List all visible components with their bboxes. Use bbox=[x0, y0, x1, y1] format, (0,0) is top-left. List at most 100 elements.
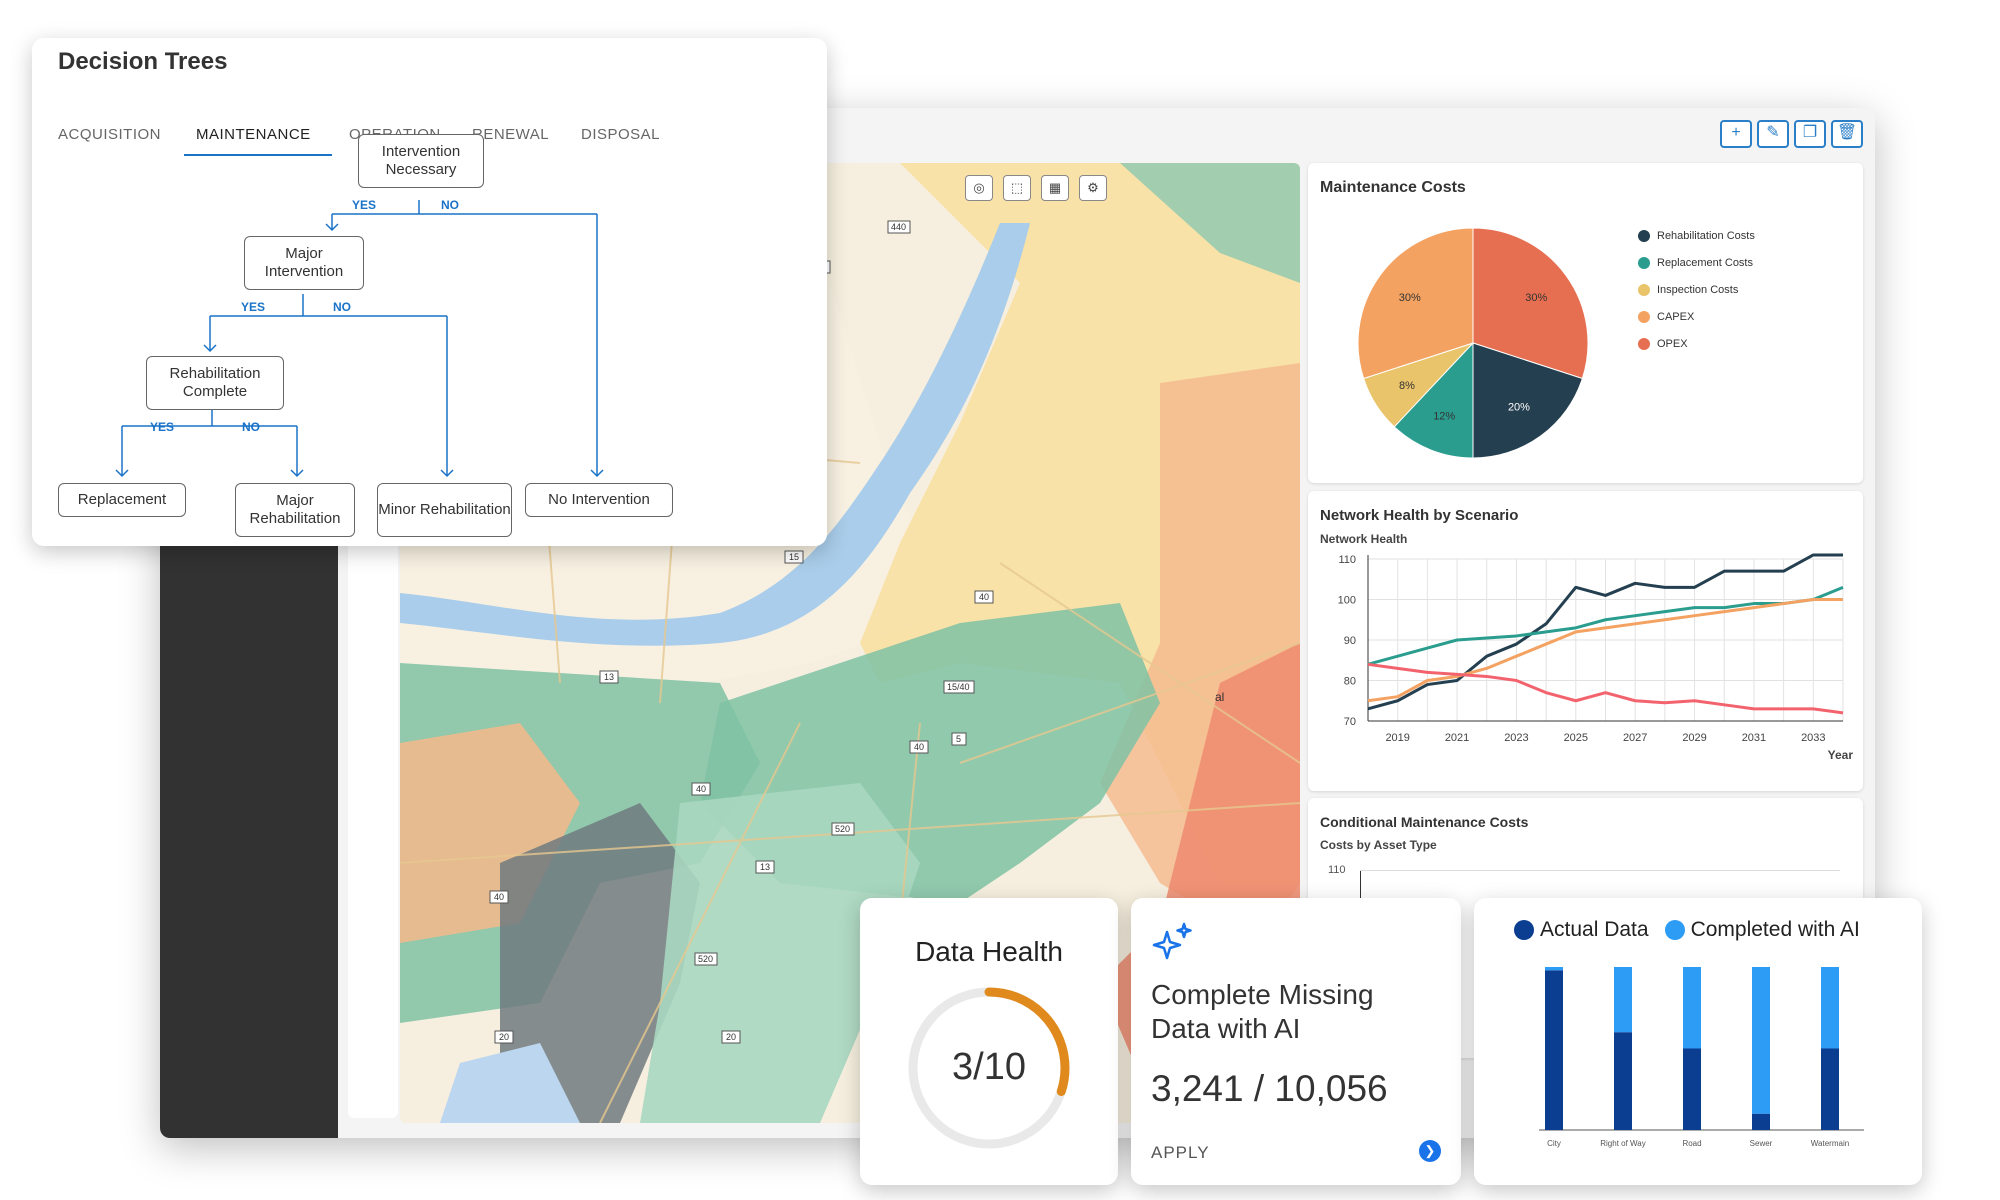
no-label: NO bbox=[333, 300, 351, 314]
yes-label: YES bbox=[150, 420, 175, 434]
y-tick-label: 100 bbox=[1338, 595, 1356, 607]
series-line[interactable] bbox=[1367, 598, 1843, 703]
legend-item[interactable]: OPEX bbox=[1638, 338, 1755, 350]
bar-segment[interactable] bbox=[1752, 967, 1770, 1114]
legend-item[interactable]: CAPEX bbox=[1638, 311, 1755, 323]
pie-legend: Rehabilitation Costs Replacement Costs Ins… bbox=[1638, 230, 1755, 365]
ai-card-title: Complete Missing Data with AI bbox=[1151, 978, 1374, 1046]
data-health-card: Data Health 3/10 bbox=[860, 898, 1118, 1185]
svg-text:40: 40 bbox=[914, 742, 924, 752]
bar-segment[interactable] bbox=[1614, 967, 1632, 1033]
bar-segment[interactable] bbox=[1683, 967, 1701, 1049]
svg-text:40: 40 bbox=[494, 892, 504, 902]
node-major-rehabilitation[interactable]: Major Rehabilitation bbox=[235, 483, 355, 537]
yes-label: YES bbox=[241, 300, 266, 314]
grid-icon[interactable]: ▦ bbox=[1041, 175, 1069, 201]
legend-item[interactable]: Actual Data bbox=[1514, 918, 1649, 942]
tab-renewal[interactable]: RENEWAL bbox=[472, 126, 550, 143]
series-line[interactable] bbox=[1367, 585, 1844, 666]
copy-button[interactable]: ❐ bbox=[1794, 120, 1826, 148]
conditional-costs-gridline bbox=[1360, 870, 1840, 871]
bar-segment[interactable] bbox=[1545, 970, 1563, 1130]
svg-text:15: 15 bbox=[789, 552, 799, 562]
node-no-intervention[interactable]: No Intervention bbox=[525, 483, 673, 517]
line-chart: Network Health 110 100 90 80 70 2019 2021 2023 20… bbox=[1320, 532, 1854, 762]
tab-acquisition[interactable]: ACQUISITION bbox=[58, 126, 162, 143]
node-intervention-necessary[interactable]: Intervention Necessary bbox=[358, 134, 484, 188]
maintenance-costs-title: Maintenance Costs bbox=[1320, 179, 1466, 196]
y-tick-label: 90 bbox=[1344, 635, 1356, 647]
node-major-intervention[interactable]: Major Intervention bbox=[244, 236, 364, 290]
x-tick-label: 2019 bbox=[1385, 732, 1409, 744]
x-tick-label: Right of Way bbox=[1600, 1139, 1646, 1148]
apply-button[interactable]: APPLY bbox=[1151, 1143, 1210, 1162]
node-rehabilitation-complete[interactable]: Rehabilitation Complete bbox=[146, 356, 284, 410]
data-completion-card: Actual Data Completed with AI City Right o… bbox=[1474, 898, 1922, 1185]
network-health-panel: Network Health by Scenario Network Healt… bbox=[1308, 491, 1863, 791]
series-line[interactable] bbox=[1367, 553, 1843, 711]
bar-segment[interactable] bbox=[1821, 1048, 1839, 1131]
svg-text:40: 40 bbox=[696, 784, 706, 794]
tab-disposal[interactable]: DISPOSAL bbox=[581, 126, 661, 143]
legend-swatch bbox=[1638, 311, 1650, 323]
node-minor-rehabilitation[interactable]: Minor Rehabilitation bbox=[377, 483, 512, 537]
delete-button[interactable]: 🗑 bbox=[1831, 120, 1863, 148]
svg-text:20: 20 bbox=[499, 1032, 509, 1042]
svg-text:440: 440 bbox=[891, 222, 906, 232]
legend-label: Replacement Costs bbox=[1657, 257, 1753, 269]
tree-connectors bbox=[115, 200, 604, 478]
legend-swatch bbox=[1638, 230, 1650, 242]
x-tick-label: 2029 bbox=[1682, 732, 1706, 744]
svg-text:13: 13 bbox=[760, 862, 770, 872]
legend-label: Completed with AI bbox=[1690, 918, 1860, 941]
add-button[interactable]: + bbox=[1720, 120, 1752, 148]
x-tick-label: 2031 bbox=[1742, 732, 1766, 744]
series-line[interactable] bbox=[1367, 662, 1844, 715]
bar-segment[interactable] bbox=[1614, 1032, 1632, 1130]
compass-icon[interactable]: ◎ bbox=[965, 175, 993, 201]
y-tick-label: 110 bbox=[1338, 554, 1356, 566]
pie-slice-label: 30% bbox=[1525, 292, 1547, 304]
yes-label: YES bbox=[352, 198, 377, 212]
x-tick-label: 2025 bbox=[1564, 732, 1588, 744]
legend-item[interactable]: Rehabilitation Costs bbox=[1638, 230, 1755, 242]
node-replacement[interactable]: Replacement bbox=[58, 483, 186, 517]
edit-button[interactable]: ✎ bbox=[1757, 120, 1789, 148]
data-health-title: Data Health bbox=[915, 936, 1063, 967]
svg-text:13: 13 bbox=[604, 672, 614, 682]
pie-slice[interactable] bbox=[1357, 227, 1474, 380]
bar-segment[interactable] bbox=[1683, 1048, 1701, 1131]
y-axis-label: Network Health bbox=[1320, 532, 1407, 546]
select-area-icon[interactable]: ⬚ bbox=[1003, 175, 1031, 201]
legend-item[interactable]: Inspection Costs bbox=[1638, 284, 1755, 296]
ai-card-title-line1: Complete Missing bbox=[1151, 979, 1374, 1010]
svg-text:al: al bbox=[1215, 690, 1224, 704]
svg-text:5: 5 bbox=[956, 734, 961, 744]
pie-slice[interactable] bbox=[1393, 341, 1474, 459]
y-tick-label: 70 bbox=[1344, 716, 1356, 728]
svg-text:20: 20 bbox=[726, 1032, 736, 1042]
x-axis-label: Year bbox=[1828, 748, 1854, 762]
active-tab-indicator bbox=[184, 154, 332, 156]
x-tick-label: Watermain bbox=[1811, 1139, 1849, 1148]
legend-swatch bbox=[1638, 257, 1650, 269]
svg-text:40: 40 bbox=[979, 592, 989, 602]
arrow-right-icon[interactable]: ❯ bbox=[1419, 1140, 1441, 1162]
pie-slice[interactable] bbox=[1472, 342, 1584, 459]
gear-icon[interactable]: ⚙ bbox=[1079, 175, 1107, 201]
bar-segment[interactable] bbox=[1752, 1113, 1770, 1130]
no-label: NO bbox=[242, 420, 260, 434]
legend-label: Actual Data bbox=[1540, 918, 1649, 941]
stacked-bar-chart: City Right of Way Road Sewer Watermain bbox=[1539, 967, 1864, 1148]
x-tick-label: Sewer bbox=[1750, 1139, 1773, 1148]
tab-maintenance[interactable]: MAINTENANCE bbox=[196, 126, 311, 143]
ai-card-title-line2: Data with AI bbox=[1151, 1013, 1301, 1044]
legend-item[interactable]: Replacement Costs bbox=[1638, 257, 1755, 269]
conditional-costs-title: Conditional Maintenance Costs bbox=[1320, 814, 1529, 830]
bar-segment[interactable] bbox=[1545, 967, 1563, 971]
bar-segment[interactable] bbox=[1821, 967, 1839, 1049]
legend-item[interactable]: Completed with AI bbox=[1664, 918, 1860, 942]
pie-slice[interactable] bbox=[1472, 227, 1589, 380]
legend-label: CAPEX bbox=[1657, 311, 1695, 323]
conditional-costs-subtitle: Costs by Asset Type bbox=[1320, 838, 1437, 852]
